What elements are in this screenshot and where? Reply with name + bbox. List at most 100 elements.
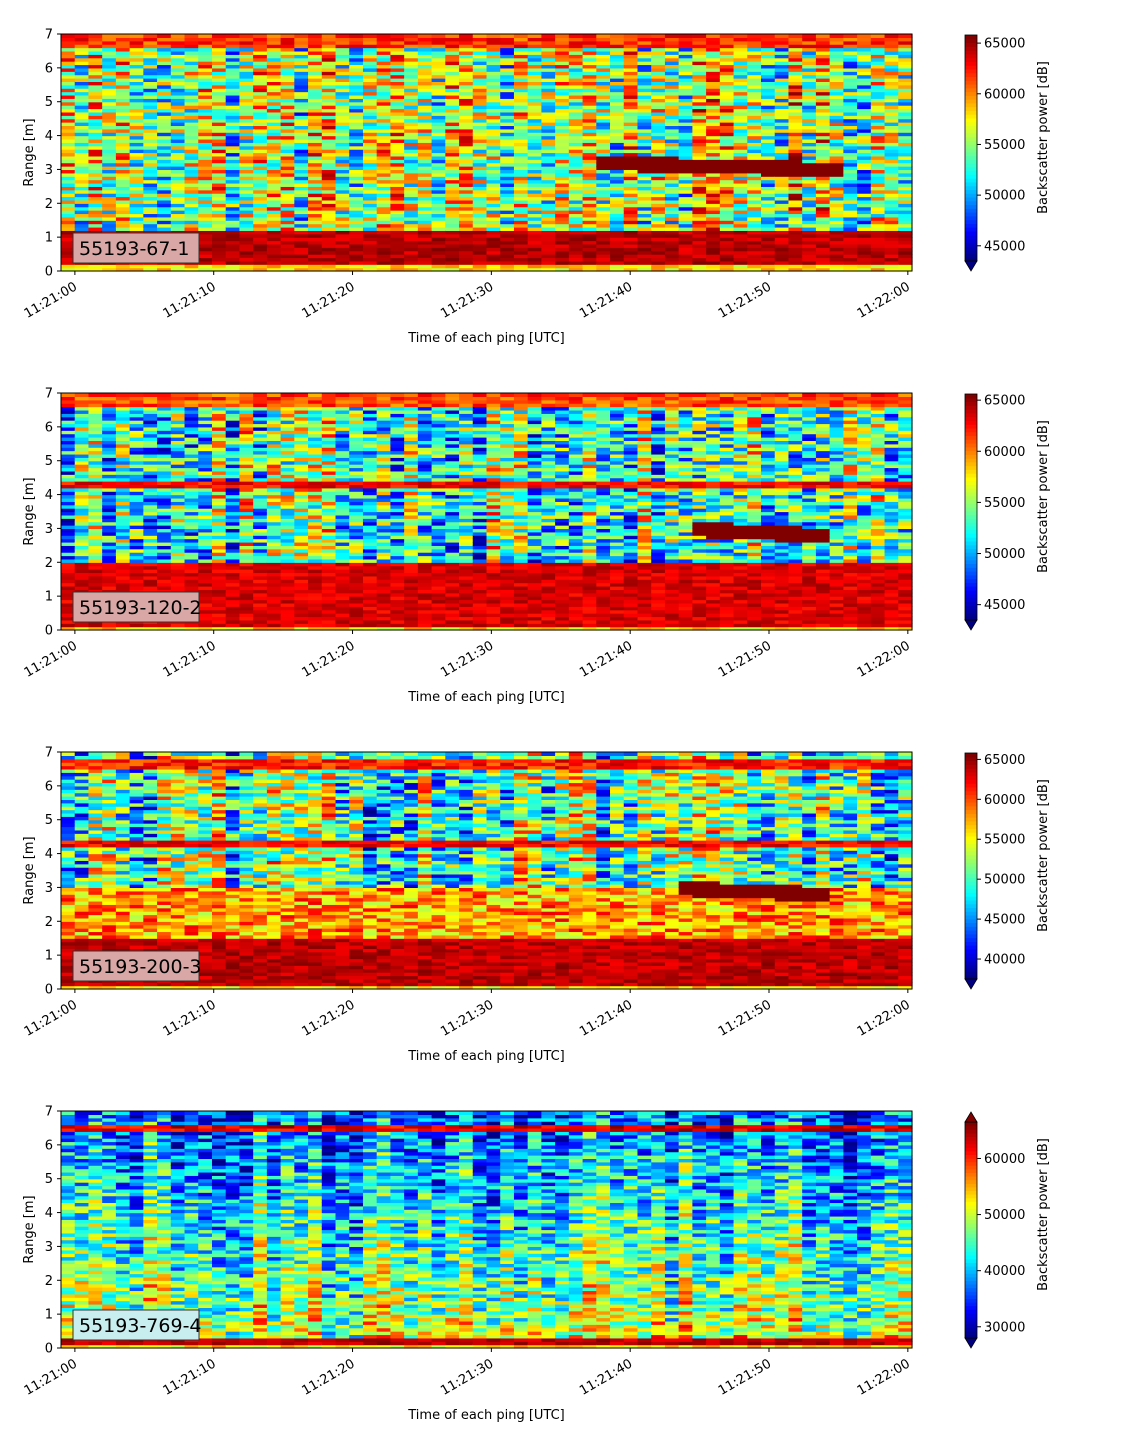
heatmap-cell — [624, 34, 638, 38]
heatmap-cell — [130, 393, 144, 397]
heatmap-cell — [75, 34, 89, 38]
colorbar-segment — [965, 201, 977, 205]
colorbar-segment — [965, 238, 977, 242]
heatmap-cell — [377, 34, 391, 38]
colorbar-tick-label: 45000 — [984, 239, 1025, 254]
x-tick-label: 11:21:30 — [438, 279, 496, 321]
heatmap-cell — [418, 34, 432, 38]
heatmap-cell — [281, 34, 295, 38]
colorbar-segment — [965, 39, 977, 43]
heatmap-cell — [651, 34, 665, 38]
heatmap-cell — [363, 34, 377, 38]
heatmap-cell — [61, 393, 75, 397]
colorbar-segment — [965, 246, 977, 250]
heatmap-cell — [198, 34, 212, 38]
heatmap-cell — [390, 34, 404, 38]
heatmap-cell — [528, 34, 542, 38]
colorbar-segment — [965, 50, 977, 54]
colorbar-segment — [965, 114, 977, 118]
y-tick-label: 7 — [45, 28, 53, 43]
colorbar-segment — [965, 171, 977, 175]
colorbar-segment — [965, 73, 977, 77]
heatmap-cell — [692, 34, 706, 38]
colorbar-segment — [965, 107, 977, 111]
heatmap-cell — [61, 34, 75, 38]
colorbar-segment — [965, 216, 977, 220]
colorbar-segment — [965, 148, 977, 152]
colorbar-tick-label: 65000 — [984, 37, 1025, 52]
colorbar-segment — [965, 227, 977, 231]
heatmap-cell — [788, 34, 802, 38]
heatmap-cell — [885, 34, 899, 38]
heatmap-cell — [116, 393, 130, 397]
colorbar-segment — [965, 159, 977, 163]
heatmap-cell — [596, 34, 610, 38]
colorbar-segment — [965, 35, 977, 39]
heatmap-cell — [459, 34, 473, 38]
colorbar-segment — [965, 69, 977, 73]
heatmap-cell — [665, 34, 679, 38]
colorbar-segment — [965, 189, 977, 193]
y-tick-label: 5 — [45, 95, 53, 110]
colorbar-segment — [965, 76, 977, 80]
colorbar-segment — [965, 88, 977, 92]
y-tick-label: 6 — [45, 61, 53, 76]
heatmap-cell — [473, 34, 487, 38]
heatmap-cell — [569, 34, 583, 38]
colorbar-segment — [965, 212, 977, 216]
colorbar-segment — [965, 95, 977, 99]
colorbar-segment — [965, 129, 977, 133]
x-axis-label: Time of each ping [UTC] — [407, 331, 565, 346]
heatmap-cell — [253, 34, 267, 38]
colorbar-segment — [965, 58, 977, 62]
heatmap-cell — [143, 34, 157, 38]
heatmap-cell — [349, 34, 363, 38]
instrument-label: 55193-67-1 — [79, 238, 189, 260]
heatmap-cell — [116, 34, 130, 38]
heatmap-cell — [239, 34, 253, 38]
colorbar-segment — [965, 110, 977, 114]
colorbar-segment — [965, 54, 977, 58]
colorbar-segment — [965, 80, 977, 84]
x-tick-label: 11:21:40 — [577, 279, 635, 321]
heatmap-cell — [267, 34, 281, 38]
colorbar-segment — [965, 167, 977, 171]
heatmap-cell — [871, 34, 885, 38]
colorbar-segment — [965, 61, 977, 65]
heatmap-cell — [487, 34, 501, 38]
heatmap-cell — [171, 34, 185, 38]
heatmap-cell — [102, 34, 116, 38]
heatmap-cell — [734, 34, 748, 38]
heatmap-cell — [706, 34, 720, 38]
y-tick-label: 2 — [45, 197, 53, 212]
heatmap-cell — [500, 34, 514, 38]
colorbar-segment — [965, 182, 977, 186]
colorbar-segment — [965, 46, 977, 50]
heatmap-cell — [637, 34, 651, 38]
x-tick-label: 11:21:00 — [22, 279, 80, 321]
heatmap-cell — [843, 34, 857, 38]
colorbar-segment — [965, 43, 977, 47]
colorbar-tick-label: 55000 — [984, 138, 1025, 153]
heatmap-cell — [88, 34, 102, 38]
heatmap-cell — [322, 34, 336, 38]
y-tick-label: 1 — [45, 231, 53, 246]
heatmap-cell — [775, 34, 789, 38]
x-tick-label: 11:21:50 — [716, 279, 774, 321]
heatmap-cell — [679, 34, 693, 38]
colorbar-segment — [965, 152, 977, 156]
colorbar-segment — [965, 208, 977, 212]
heatmap-cell — [404, 34, 418, 38]
heatmap-cell — [761, 34, 775, 38]
heatmap-cell — [212, 34, 226, 38]
heatmap-cell — [610, 34, 624, 38]
colorbar-tick-label: 50000 — [984, 189, 1025, 204]
heatmap-cell — [830, 34, 844, 38]
colorbar-segment — [965, 205, 977, 209]
colorbar-extend-min — [965, 261, 977, 271]
colorbar-segment — [965, 163, 977, 167]
y-tick-label: 3 — [45, 163, 53, 178]
heatmap-cell — [555, 34, 569, 38]
heatmap-cell — [143, 393, 157, 397]
